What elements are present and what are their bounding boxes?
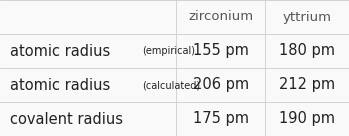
Text: 155 pm: 155 pm: [193, 44, 249, 58]
Text: covalent radius: covalent radius: [10, 112, 124, 126]
Text: 190 pm: 190 pm: [279, 112, 335, 126]
Text: zirconium: zirconium: [188, 10, 253, 24]
Text: atomic radius: atomic radius: [10, 78, 111, 92]
Text: (calculated): (calculated): [143, 80, 201, 90]
Text: 206 pm: 206 pm: [193, 78, 249, 92]
Text: 180 pm: 180 pm: [279, 44, 335, 58]
Text: atomic radius: atomic radius: [10, 44, 111, 58]
Text: 175 pm: 175 pm: [193, 112, 249, 126]
Text: (empirical): (empirical): [143, 46, 196, 56]
Text: 212 pm: 212 pm: [279, 78, 335, 92]
Text: yttrium: yttrium: [283, 10, 332, 24]
